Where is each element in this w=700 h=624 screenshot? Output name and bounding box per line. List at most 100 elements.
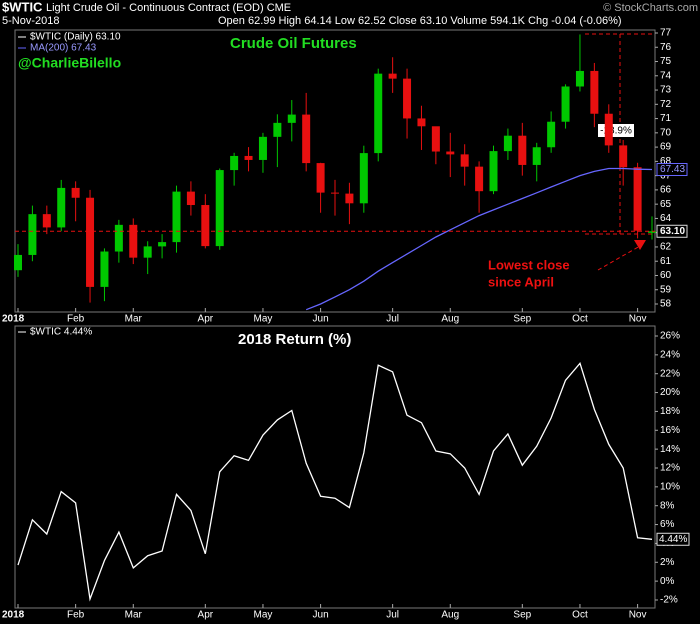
x-tick-label: May xyxy=(254,610,273,621)
candle-body xyxy=(215,170,224,247)
x-tick-label: Mar xyxy=(125,610,143,621)
x-tick-label: Feb xyxy=(67,610,85,621)
x-tick-label: 2018 xyxy=(2,314,25,325)
candle-body xyxy=(489,151,498,192)
candle-body xyxy=(28,214,37,255)
candle-body xyxy=(431,126,440,152)
candle-body xyxy=(114,224,123,252)
y-tick-label: 66 xyxy=(660,185,672,196)
y-tick-label: 75 xyxy=(660,56,672,67)
x-tick-label: Apr xyxy=(198,314,214,325)
x-tick-label: Jun xyxy=(313,314,329,325)
x-tick-label: 2018 xyxy=(2,610,25,621)
candle-body xyxy=(388,73,397,79)
candle-body xyxy=(359,153,368,204)
candle-body xyxy=(42,214,51,228)
y-tick-label: 74 xyxy=(660,70,672,81)
candle-body xyxy=(403,78,412,119)
last-value: 4.44% xyxy=(659,534,687,545)
description: Light Crude Oil - Continuous Contract (E… xyxy=(46,2,291,14)
annotation: since April xyxy=(488,274,554,289)
last-value: 63.10 xyxy=(660,226,685,237)
y-tick-label: -2% xyxy=(660,595,678,606)
y-tick-label: 16% xyxy=(660,425,680,436)
last-value: 67.43 xyxy=(660,164,685,175)
x-tick-label: Mar xyxy=(125,314,143,325)
y-tick-label: 20% xyxy=(660,387,680,398)
candle-body xyxy=(633,167,642,231)
y-tick-label: 68 xyxy=(660,156,672,167)
line xyxy=(17,361,653,602)
candle-body xyxy=(561,86,570,122)
y-tick-label: 71 xyxy=(660,113,672,124)
y-tick-label: 73 xyxy=(660,85,672,96)
legend-entry: $WTIC (Daily) 63.10 xyxy=(30,32,121,43)
candle-body xyxy=(186,191,195,206)
candle-body xyxy=(460,154,469,167)
y-tick-label: 64 xyxy=(660,213,672,224)
panel xyxy=(14,325,656,609)
x-tick-label: Nov xyxy=(629,314,647,325)
candle-body xyxy=(503,135,512,152)
value-box xyxy=(656,532,690,546)
value-box xyxy=(656,224,688,238)
chart-title: Crude Oil Futures xyxy=(230,35,357,52)
candle-body xyxy=(604,113,613,146)
y-tick-label: 8% xyxy=(660,500,675,511)
symbol: $WTIC xyxy=(2,0,43,14)
candle-body xyxy=(547,121,556,148)
y-tick-label: 62 xyxy=(660,242,672,253)
candle-body xyxy=(244,155,253,160)
y-tick-label: 65 xyxy=(660,199,672,210)
y-tick-label: 26% xyxy=(660,331,680,342)
candle-body xyxy=(57,187,66,228)
y-tick-label: 58 xyxy=(660,299,672,310)
y-tick-label: 61 xyxy=(660,256,672,267)
candle-body xyxy=(331,192,339,194)
value-box xyxy=(656,163,688,177)
y-tick-label: 6% xyxy=(660,519,675,530)
candle-body xyxy=(345,193,354,204)
quote: Open 62.99 High 64.14 Low 62.52 Close 63… xyxy=(218,15,622,27)
x-tick-label: Feb xyxy=(67,314,85,325)
candle-body xyxy=(100,251,109,287)
x-tick-label: Oct xyxy=(572,314,588,325)
y-tick-label: 24% xyxy=(660,349,680,360)
candle-body xyxy=(532,147,541,165)
candle-body xyxy=(86,197,95,287)
y-tick-label: 69 xyxy=(660,142,672,153)
candle-body xyxy=(417,118,426,127)
y-tick-label: 72 xyxy=(660,99,672,110)
x-tick-label: Jul xyxy=(386,314,399,325)
candle-body xyxy=(273,122,282,137)
y-tick-label: 60 xyxy=(660,270,672,281)
y-tick-label: 76 xyxy=(660,42,672,53)
x-tick-label: Jun xyxy=(313,610,329,621)
x-tick-label: Oct xyxy=(572,610,588,621)
candle-body xyxy=(302,114,311,164)
subtitle: @CharlieBilello xyxy=(18,55,121,71)
candle-body xyxy=(446,151,455,155)
annotation: Lowest close xyxy=(488,257,570,272)
arrow xyxy=(634,240,646,250)
annotation: -18.9% xyxy=(600,126,632,137)
candle-body xyxy=(14,254,22,271)
y-tick-label: 10% xyxy=(660,481,680,492)
candle-body xyxy=(143,246,152,258)
candle-body xyxy=(287,114,296,123)
x-tick-label: Sep xyxy=(513,610,531,621)
candle-body xyxy=(230,155,239,171)
candle-body xyxy=(518,135,527,165)
x-tick-label: May xyxy=(254,314,273,325)
legend-entry: $WTIC 4.44% xyxy=(30,327,92,338)
y-tick-label: 12% xyxy=(660,463,680,474)
line xyxy=(305,167,653,311)
candle-body xyxy=(71,187,80,198)
candle-body xyxy=(619,145,628,168)
x-tick-label: Apr xyxy=(198,610,214,621)
y-tick-label: 14% xyxy=(660,444,680,455)
date: 5-Nov-2018 xyxy=(2,15,59,27)
y-tick-label: 70 xyxy=(660,127,672,138)
candle-body xyxy=(201,205,210,247)
